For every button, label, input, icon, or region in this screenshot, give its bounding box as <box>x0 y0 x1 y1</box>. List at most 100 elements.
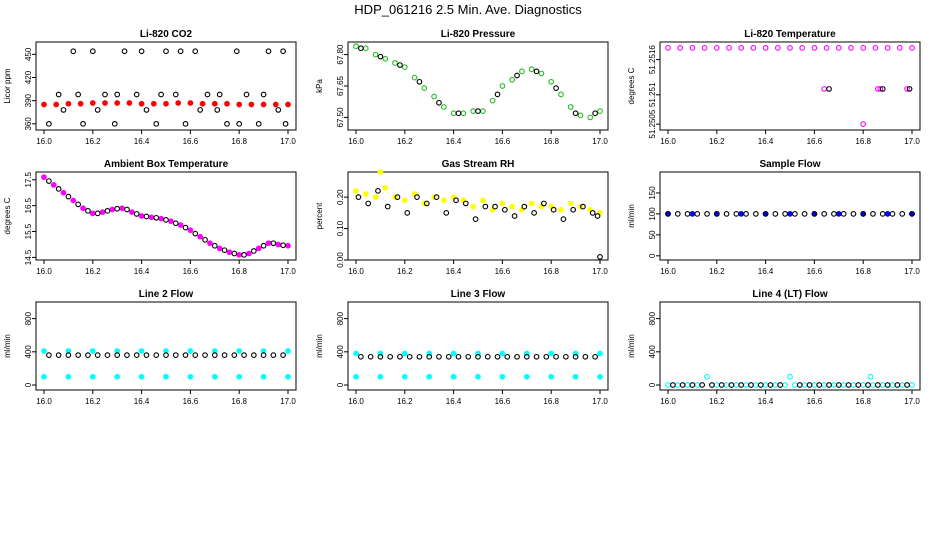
data-point <box>80 205 86 212</box>
data-point <box>472 216 479 222</box>
data-point <box>285 101 291 108</box>
data-point <box>782 211 788 217</box>
data-point <box>528 66 535 73</box>
x-tick-label: 16.6 <box>807 137 823 146</box>
data-point <box>143 352 150 358</box>
data-point <box>138 48 145 55</box>
data-point <box>158 91 164 98</box>
data-point <box>414 194 420 200</box>
data-point <box>553 85 559 91</box>
y-tick-label: 400 <box>336 345 345 359</box>
data-point <box>597 373 603 380</box>
data-point <box>94 352 101 358</box>
data-point <box>382 55 389 62</box>
data-point <box>89 373 96 380</box>
data-point <box>684 211 691 217</box>
data-point <box>845 382 852 388</box>
data-point <box>580 203 586 210</box>
data-point <box>163 217 169 223</box>
data-point <box>53 101 60 108</box>
data-point <box>60 107 67 113</box>
data-point <box>470 203 476 210</box>
data-point <box>582 353 589 360</box>
data-point <box>85 207 91 214</box>
data-point <box>777 382 784 388</box>
data-point <box>670 382 676 388</box>
data-point <box>285 242 291 249</box>
data-point <box>404 210 411 216</box>
data-point <box>899 382 906 388</box>
data-point <box>150 100 157 107</box>
data-point <box>401 350 408 357</box>
data-point <box>889 211 896 217</box>
x-tick-label: 16.6 <box>807 397 823 406</box>
data-point <box>772 211 779 217</box>
data-point <box>677 45 684 51</box>
data-point <box>821 211 828 217</box>
data-point <box>597 254 603 260</box>
data-point <box>260 352 267 358</box>
series-3 <box>358 353 598 360</box>
data-point <box>548 78 555 85</box>
data-point <box>187 348 194 354</box>
series-2 <box>665 211 915 217</box>
data-point <box>187 373 194 380</box>
data-point <box>597 108 603 114</box>
data-point <box>879 211 886 217</box>
data-point <box>904 382 910 388</box>
data-point <box>114 205 121 212</box>
x-tick-label: 16.8 <box>855 397 871 406</box>
data-point <box>60 189 67 196</box>
data-point <box>801 211 808 217</box>
data-point <box>46 352 52 358</box>
y-axis-label: ml/min <box>3 334 12 358</box>
data-point <box>750 45 757 51</box>
y-axis-label: ml/min <box>627 204 636 228</box>
data-point <box>577 112 584 119</box>
data-point <box>792 382 798 388</box>
series-2 <box>353 373 603 380</box>
data-point <box>877 86 884 92</box>
data-point <box>119 205 125 212</box>
y-axis-label: kPa <box>315 79 324 93</box>
data-point <box>796 382 803 388</box>
data-point <box>175 100 182 106</box>
data-point <box>909 382 915 388</box>
data-point <box>713 45 720 51</box>
data-point <box>55 185 62 192</box>
data-point <box>460 110 467 117</box>
x-tick-label: 16.4 <box>758 267 774 276</box>
data-point <box>65 373 72 380</box>
data-point <box>280 352 286 358</box>
x-tick-label: 16.8 <box>543 397 559 406</box>
data-point <box>202 352 208 358</box>
data-point <box>231 250 238 257</box>
panel-1: Li-820 CO2 16.0 16.2 16.4 16.6 16.8 17.0 360 390… <box>3 29 297 146</box>
data-point <box>860 121 867 127</box>
data-point <box>353 350 359 357</box>
data-point <box>70 48 77 55</box>
data-point <box>260 242 267 249</box>
data-point <box>553 353 559 360</box>
plot-frame <box>347 41 609 131</box>
x-tick-label: 16.4 <box>758 137 774 146</box>
series-1 <box>41 348 291 354</box>
y-tick-label: 100 <box>648 207 657 221</box>
data-point <box>587 114 594 121</box>
panel-title: Sample Flow <box>759 159 820 170</box>
data-point <box>909 211 915 217</box>
data-point <box>94 210 101 217</box>
data-point <box>597 210 603 216</box>
data-point <box>811 211 818 217</box>
data-point <box>748 382 754 388</box>
x-tick-label: 16.8 <box>231 397 247 406</box>
y-axis-label: Licor ppm <box>3 68 12 103</box>
data-point <box>265 48 272 55</box>
data-point <box>275 241 282 248</box>
data-point <box>353 188 359 194</box>
data-point <box>570 206 577 213</box>
data-point <box>55 352 62 358</box>
data-point <box>355 194 362 200</box>
data-point <box>484 353 491 360</box>
x-tick-label: 16.6 <box>183 137 199 146</box>
